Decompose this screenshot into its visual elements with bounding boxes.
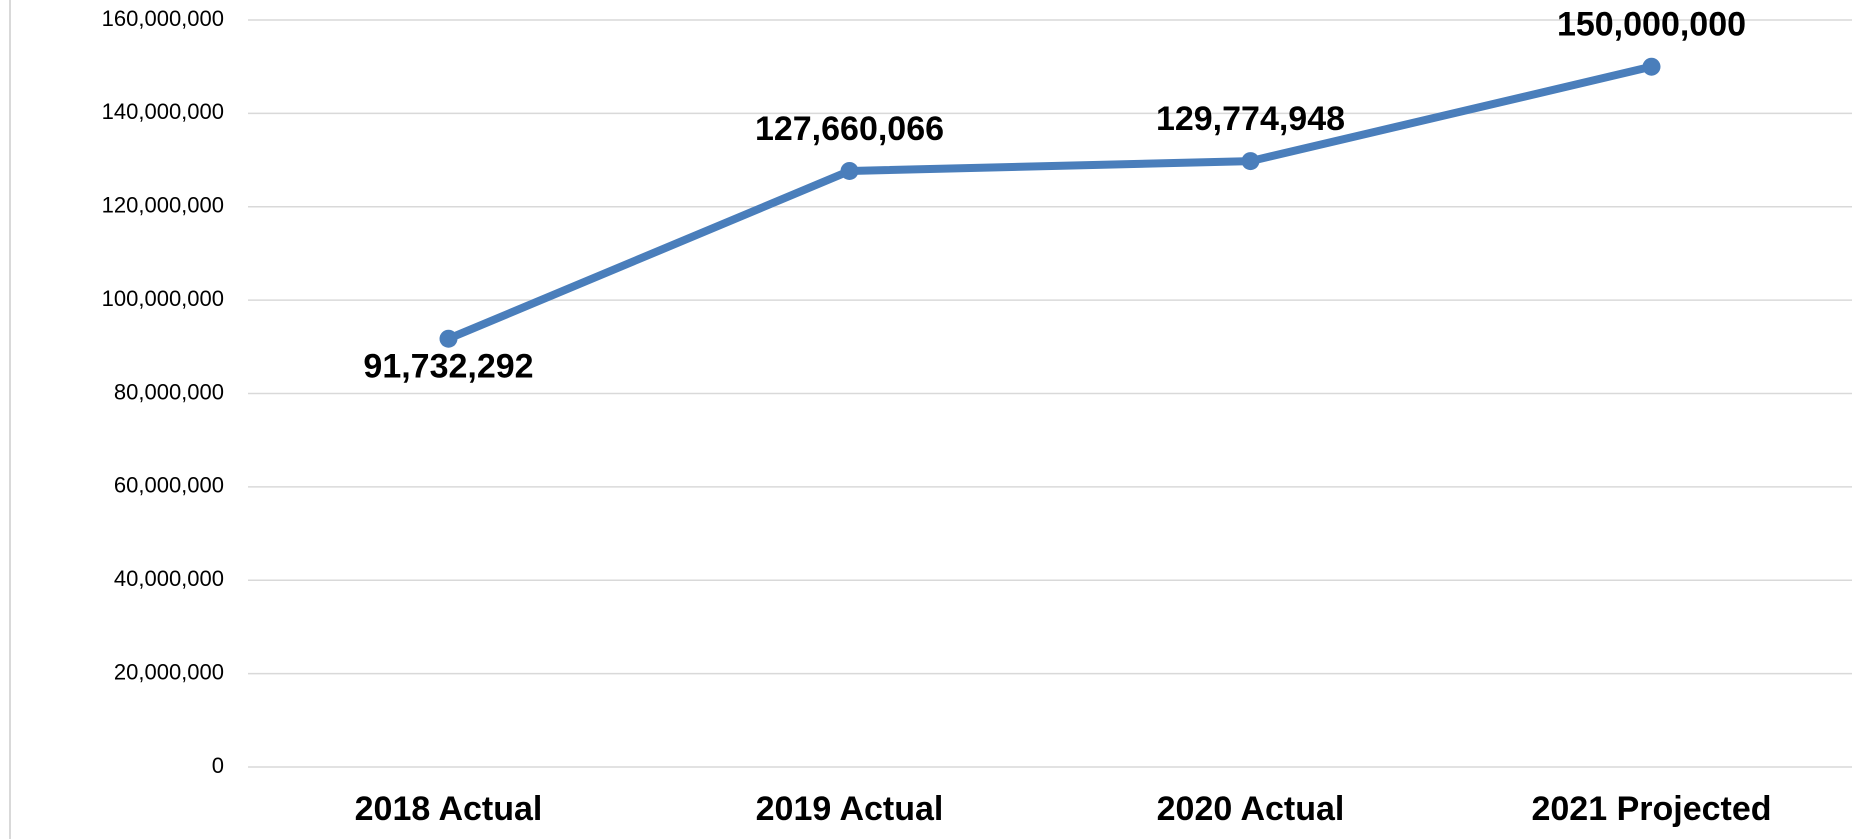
y-tick-label: 60,000,000	[114, 473, 224, 498]
data-label: 127,660,066	[755, 110, 944, 148]
y-tick-label: 40,000,000	[114, 566, 224, 591]
marker	[841, 162, 859, 180]
line	[449, 67, 1652, 339]
y-tick-label: 140,000,000	[102, 99, 224, 124]
x-tick-label: 2020 Actual	[1157, 790, 1345, 828]
marker	[440, 330, 458, 348]
data-label: 150,000,000	[1557, 6, 1746, 44]
y-tick-label: 80,000,000	[114, 379, 224, 404]
marker	[1643, 58, 1661, 76]
chart: 0 20,000,000 40,000,000 60,000,000 80,000,00…	[0, 0, 1860, 839]
marker	[1242, 152, 1260, 170]
x-tick-label: 2019 Actual	[756, 790, 944, 828]
y-tick-label: 20,000,000	[114, 659, 224, 684]
x-tick-label: 2018 Actual	[355, 790, 543, 828]
y-tick-label: 120,000,000	[102, 193, 224, 218]
y-tick-label: 100,000,000	[102, 286, 224, 311]
x-tick-label: 2021 Projected	[1531, 790, 1771, 828]
data-label: 91,732,292	[363, 348, 533, 386]
y-tick-label: 160,000,000	[102, 6, 224, 31]
data-label: 129,774,948	[1156, 100, 1345, 138]
y-tick-label: 0	[212, 753, 224, 778]
